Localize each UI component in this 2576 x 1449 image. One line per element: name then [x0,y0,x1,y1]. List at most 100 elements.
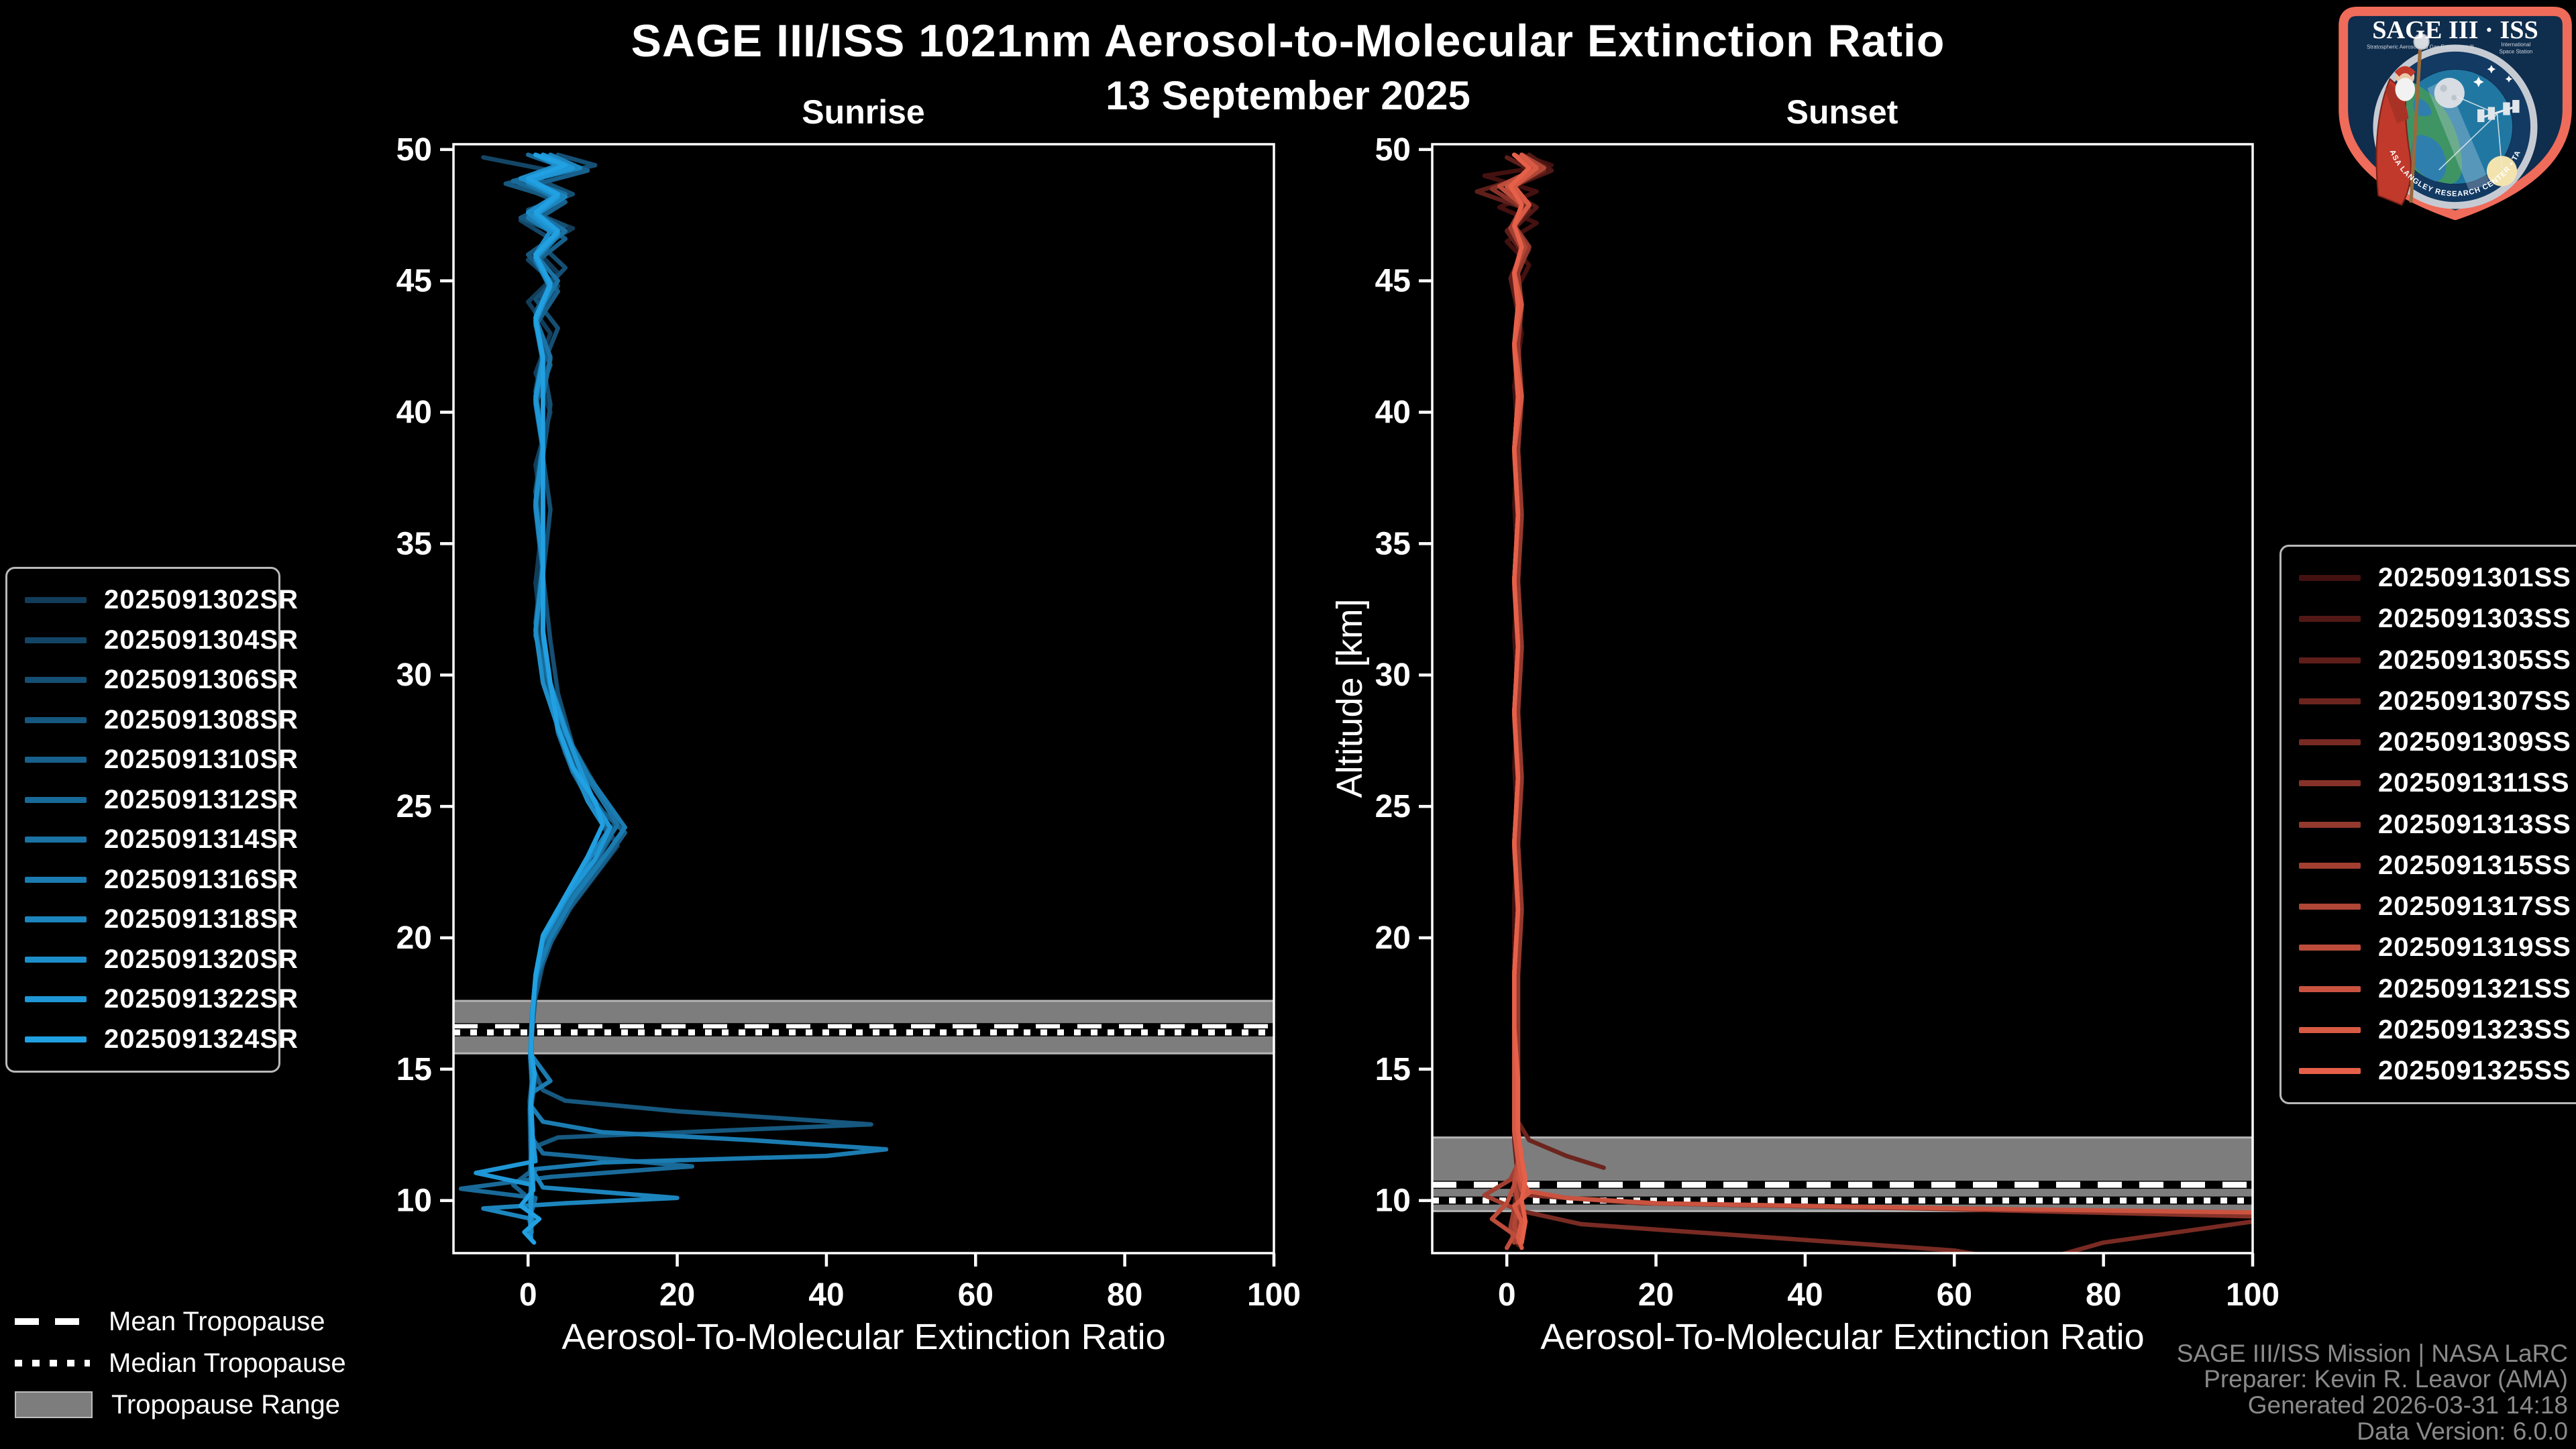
legend-item: 2025091303SS [2299,604,2571,634]
y-tick-label: 40 [396,395,432,431]
legend-item: 2025091302SR [25,585,298,615]
legend-line-sample [2299,575,2361,581]
y-tick-label: 35 [396,526,432,561]
x-tick-label: 0 [519,1277,537,1313]
profile-line-2025091305SS [1474,155,1539,1234]
legend-item-label: 2025091321SS [2378,973,2571,1004]
attribution-line: Data Version: 6.0.0 [2357,1417,2568,1446]
legend-item: 2025091321SS [2299,974,2571,1004]
legend-item: 2025091304SR [25,625,298,655]
profile-line-2025091316SR [525,152,889,1240]
profile-line-2025091309SS [1504,152,2253,1253]
legend-item-label: 2025091312SR [104,784,299,814]
legend-line-sample [2299,698,2361,704]
legend-line-sample [2299,862,2361,869]
legend-item-label: 2025091307SS [2378,686,2571,716]
legend-item-label: 2025091313SS [2378,809,2571,839]
legend-sunset: 2025091301SS 2025091303SS 2025091305SS 2025… [2279,545,2576,1104]
panel-title-sunset: Sunset [1786,93,1898,131]
plot-area-sunrise [453,152,1274,1245]
legend-line-sample [2299,904,2361,910]
x-tick-label: 20 [659,1277,695,1313]
legend-item-label: 2025091308SR [104,704,299,735]
legend-item: 2025091320SR [25,945,298,975]
attribution-line: Generated 2026-03-31 14:18 [2247,1391,2568,1419]
panel-title-sunrise: Sunrise [802,93,925,131]
legend-line-sample [25,716,87,723]
legend-line-sample [25,956,87,963]
legend-line-sample [25,796,87,803]
legend-line-sample [2299,1068,2361,1074]
profile-line-2025091321SS [1504,152,2253,1215]
wizard-figure [2375,33,2430,206]
legend-item: 2025091312SR [25,785,298,815]
profile-line-2025091312SR [458,152,695,1234]
mean-tropopause-label: Mean Tropopause [109,1306,325,1336]
patch-subtitle-left: Stratospheric Aerosol and Gas Experiment… [2367,44,2474,50]
legend-item: 2025091307SS [2299,686,2571,716]
y-tick-label: 25 [396,789,432,824]
attribution-line: Preparer: Kevin R. Leavor (AMA) [2204,1365,2568,1393]
legend-item-label: 2025091325SS [2378,1056,2571,1085]
legend-line-sample [2299,780,2361,787]
patch-title: SAGE III · ISS [2372,16,2538,44]
profile-line-2025091318SR [481,152,680,1237]
profile-line-2025091325SS [1508,152,1532,1245]
attribution-line: SAGE III/ISS Mission | NASA LaRC [2176,1339,2568,1367]
x-tick-label: 60 [1937,1277,1972,1313]
legend-line-sample [25,597,87,603]
x-tick-label: 60 [958,1277,994,1313]
x-tick-label: 20 [1638,1277,1674,1313]
moon-icon [2434,78,2465,109]
profile-line-2025091302SR [511,152,612,1230]
legend-sunrise: 2025091302SR 2025091304SR 2025091306SR 2025… [5,567,298,1073]
y-tick-label: 25 [1375,789,1411,824]
x-tick-label: 80 [1107,1277,1142,1313]
attribution-block: SAGE III/ISS Mission | NASA LaRC Prepare… [2176,1339,2568,1446]
legend-item-label: 2025091320SR [104,944,299,974]
legend-line-sample [2299,985,2361,992]
tropopause-range-sample [15,1391,93,1418]
legend-line-sample [25,916,87,923]
legend-item-label: 2025091310SR [104,745,299,775]
axes-frame [1431,143,2254,1254]
legend-item: 2025091306SR [25,665,298,695]
legend-item: 2025091323SS [2299,1015,2571,1045]
y-tick-label: 20 [396,920,432,956]
legend-item-label: 2025091303SS [2378,604,2571,634]
legend-item: 2025091309SS [2299,727,2571,757]
tropopause-legend: Mean Tropopause Median Tropopause Tropop… [15,1307,346,1419]
y-tick-label: 15 [1375,1052,1411,1087]
legend-item: 2025091301SS [2299,563,2571,593]
y-tick-label: 50 [396,132,432,168]
x-tick-label: 40 [1787,1277,1823,1313]
y-tick-label: 30 [1375,657,1411,693]
legend-item-label: 2025091305SS [2378,645,2571,675]
legend-item-label: 2025091306SR [104,665,299,695]
y-tick-label: 50 [1375,132,1411,168]
legend-item-label: 2025091319SS [2378,932,2571,963]
y-tick-label: 30 [396,657,432,693]
legend-item: 2025091322SR [25,984,298,1014]
tropopause-legend-median-row: Median Tropopause [15,1348,346,1378]
legend-item: 2025091310SR [25,745,298,775]
x-tick-label: 0 [1498,1277,1516,1313]
legend-line-sample [25,677,87,684]
legend-item-label: 2025091304SR [104,625,299,655]
legend-line-sample [2299,1026,2361,1033]
legend-item-label: 2025091302SR [104,585,299,614]
profile-line-2025091315SS [1482,152,1539,1245]
legend-item: 2025091315SS [2299,851,2571,881]
x-axis-label-sunset: Aerosol-To-Molecular Extinction Ratio [1540,1317,2145,1357]
legend-line-sample [25,996,87,1003]
legend-item: 2025091305SS [2299,645,2571,676]
legend-item: 2025091324SR [25,1024,298,1055]
x-tick-label: 100 [2226,1277,2279,1313]
stars [2473,64,2513,87]
tropopause-legend-mean-row: Mean Tropopause [15,1307,346,1336]
y-tick-label: 45 [396,264,432,299]
legend-item: 2025091317SS [2299,892,2571,922]
x-tick-label: 80 [2086,1277,2121,1313]
profile-line-2025091311SS [1489,152,2253,1219]
